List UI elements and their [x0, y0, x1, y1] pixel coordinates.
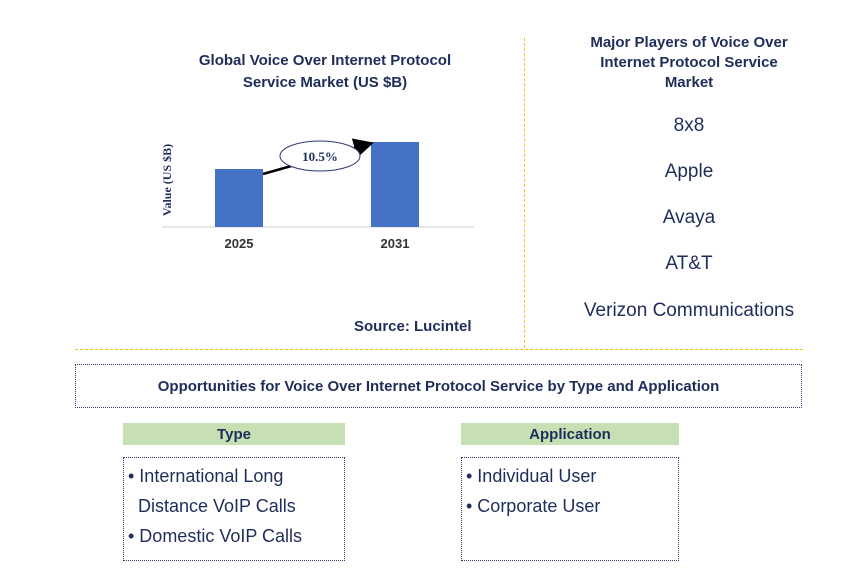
type-header: Type	[123, 423, 345, 445]
cagr-label: 10.5%	[302, 149, 338, 164]
y-axis-label: Value (US $B)	[160, 144, 174, 216]
players-title-line3: Market	[664, 74, 714, 91]
application-item: • Individual User	[466, 466, 597, 486]
cagr-ellipse	[279, 140, 361, 172]
opportunities-title: Opportunities for Voice Over Internet Pr…	[157, 377, 720, 395]
chart-title: Global Voice Over Internet Protocol Serv…	[150, 50, 500, 94]
opportunities-title-box: Opportunities for Voice Over Internet Pr…	[75, 364, 802, 408]
x-tick-label: 2025	[225, 236, 254, 251]
application-list: • Individual User • Corporate User	[461, 457, 679, 561]
player-item: 8x8	[673, 115, 705, 136]
players-title: Major Players of Voice Over Internet Pro…	[570, 33, 808, 93]
source-label: Source: Lucintel	[354, 318, 472, 335]
chart-title-line2: Service Market (US $B)	[242, 74, 408, 91]
type-item: Distance VoIP Calls	[128, 496, 296, 516]
type-header-label: Type	[217, 425, 251, 443]
player-item: Avaya	[662, 207, 716, 228]
bar-2031	[371, 142, 419, 227]
player-item: AT&T	[665, 253, 713, 274]
players-title-line2: Internet Protocol Service	[600, 54, 778, 71]
chart-title-line1: Global Voice Over Internet Protocol	[198, 52, 452, 69]
players-title-line1: Major Players of Voice Over	[590, 34, 788, 51]
player-item: Apple	[664, 161, 714, 182]
application-item: • Corporate User	[466, 496, 601, 516]
application-header: Application	[461, 423, 679, 445]
application-header-label: Application	[529, 425, 611, 443]
type-item: • International Long	[128, 466, 284, 486]
bar-chart: Value (US $B) 10.5% 2025 2031	[160, 138, 474, 251]
type-list: • International Long Distance VoIP Calls…	[123, 457, 345, 561]
type-item: • Domestic VoIP Calls	[128, 526, 303, 546]
vertical-divider	[524, 38, 525, 348]
x-tick-label: 2031	[381, 236, 410, 251]
horizontal-divider	[75, 349, 803, 350]
bar-2025	[215, 169, 263, 227]
player-item: Verizon Communications	[583, 300, 795, 321]
